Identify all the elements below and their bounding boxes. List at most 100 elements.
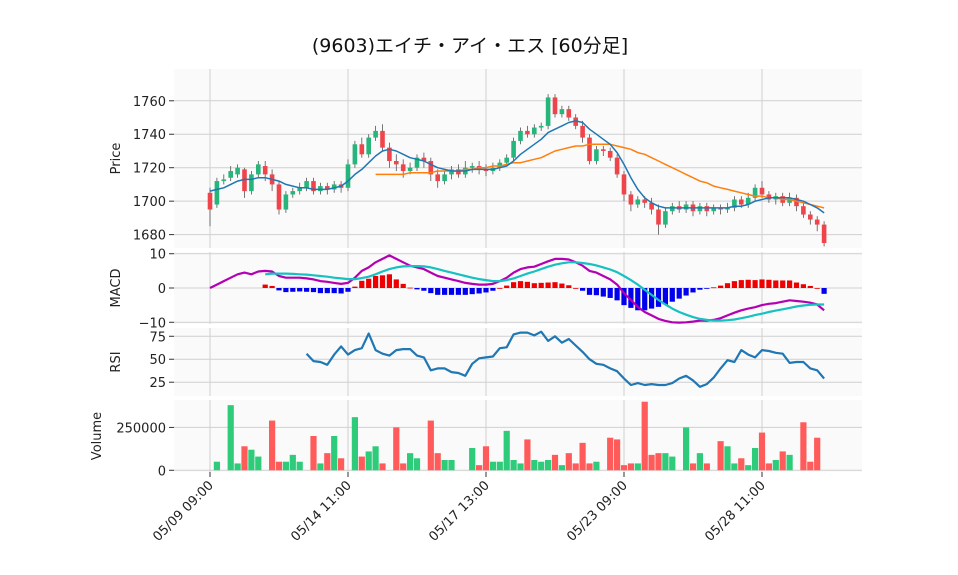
macd-hist-bar xyxy=(469,288,475,295)
volume-bar xyxy=(565,453,572,471)
volume-bar xyxy=(662,453,669,471)
candle-body xyxy=(380,130,385,148)
volume-bar xyxy=(441,460,448,471)
candle-body xyxy=(821,224,827,243)
volume-bar xyxy=(255,456,262,471)
price-ytick-label: 1720 xyxy=(133,162,166,177)
macd-hist-bar xyxy=(787,280,793,288)
vol-ytick-label: 250000 xyxy=(116,421,166,436)
volume-bar xyxy=(779,451,786,471)
candle-body xyxy=(718,207,723,210)
candle-body xyxy=(400,164,406,172)
chart-title: (9603)エイチ・アイ・エス [60分足] xyxy=(312,35,628,57)
volume-bar xyxy=(282,461,289,471)
candle-body xyxy=(814,219,820,225)
macd-hist-bar xyxy=(393,279,399,288)
macd-hist-bar xyxy=(407,287,413,289)
candle-body xyxy=(545,97,551,126)
macd-hist-bar xyxy=(345,288,351,292)
macd-hist-bar xyxy=(545,282,551,288)
macd-ylabel: MACD xyxy=(109,269,124,308)
volume-bar xyxy=(614,439,621,471)
macd-hist-bar xyxy=(780,280,786,288)
volume-bar xyxy=(669,456,676,471)
macd-hist-bar xyxy=(697,288,703,290)
volume-bar xyxy=(607,437,614,471)
macd-hist-bar xyxy=(607,288,613,298)
volume-bar xyxy=(758,432,766,471)
macd-hist-bar xyxy=(773,280,779,288)
candle-body xyxy=(421,157,427,162)
candle-body xyxy=(745,197,751,205)
macd-hist-bar xyxy=(524,281,530,288)
macd-hist-bar xyxy=(276,288,282,291)
volume-bar xyxy=(448,460,455,471)
candle-body xyxy=(752,187,758,198)
volume-bar xyxy=(324,453,331,471)
rsi-ylabel: RSI xyxy=(109,351,124,372)
macd-ytick-label: 10 xyxy=(149,248,166,263)
volume-bar xyxy=(496,461,503,471)
candle-body xyxy=(525,130,530,135)
volume-bar xyxy=(338,458,345,471)
macd-hist-bar xyxy=(628,288,634,308)
volume-bar xyxy=(807,461,814,471)
macd-hist-bar xyxy=(297,288,303,292)
price-ytick-label: 1700 xyxy=(133,195,166,210)
candle-body xyxy=(649,202,654,210)
rsi-ytick-label: 50 xyxy=(149,353,166,368)
macd-hist-bar xyxy=(373,276,379,288)
signal-line xyxy=(265,261,825,322)
volume-bar xyxy=(413,458,421,471)
macd-hist-bar xyxy=(621,288,627,306)
candle-body xyxy=(697,206,703,212)
candle-body xyxy=(663,211,668,225)
volume-bar xyxy=(689,463,697,471)
macd-hist-bar xyxy=(731,281,737,288)
macd-line xyxy=(209,254,825,324)
macd-hist-bar xyxy=(552,282,558,288)
macd-hist-bar xyxy=(504,285,510,288)
macd-hist-bar xyxy=(718,285,724,288)
volume-bar xyxy=(434,453,441,471)
volume-bar xyxy=(234,463,241,471)
macd-hist-bar xyxy=(262,284,268,288)
macd-hist-bar xyxy=(573,288,579,289)
volume-bar xyxy=(800,422,807,471)
macd-hist-bar xyxy=(690,288,696,293)
candle-body xyxy=(394,161,399,165)
volume-bar xyxy=(696,453,703,471)
volume-bar xyxy=(296,461,303,471)
volume-bar xyxy=(531,460,538,471)
vol-panel-bg xyxy=(174,400,862,472)
chart-marks xyxy=(207,94,827,471)
candle-body xyxy=(587,137,592,162)
volume-bar xyxy=(765,463,772,471)
price-ytick-label: 1680 xyxy=(133,229,166,244)
candle-body xyxy=(442,174,447,182)
volume-bar xyxy=(655,453,662,471)
volume-bar xyxy=(317,463,324,471)
macd-hist-bar xyxy=(462,288,468,295)
candle-body xyxy=(221,179,227,182)
candle-body xyxy=(483,169,489,172)
macd-hist-bar xyxy=(800,284,806,288)
macd-hist-bar xyxy=(669,288,675,302)
volume-bar xyxy=(269,420,276,471)
volume-bar xyxy=(289,454,296,471)
chart-panels xyxy=(174,69,862,472)
candle-body xyxy=(449,169,454,175)
rsi-ytick-label: 25 xyxy=(149,376,166,391)
candle-body xyxy=(359,144,365,155)
macd-hist-bar xyxy=(752,280,758,288)
price-panel-bg xyxy=(174,69,862,248)
volume-bar xyxy=(786,454,793,471)
candle-body xyxy=(759,187,765,195)
macd-hist-bar xyxy=(317,288,323,294)
volume-bar xyxy=(620,465,628,471)
macd-hist-bar xyxy=(359,280,365,288)
candle-body xyxy=(683,204,689,210)
macd-hist-bar xyxy=(448,288,455,295)
candle-body xyxy=(766,194,772,200)
